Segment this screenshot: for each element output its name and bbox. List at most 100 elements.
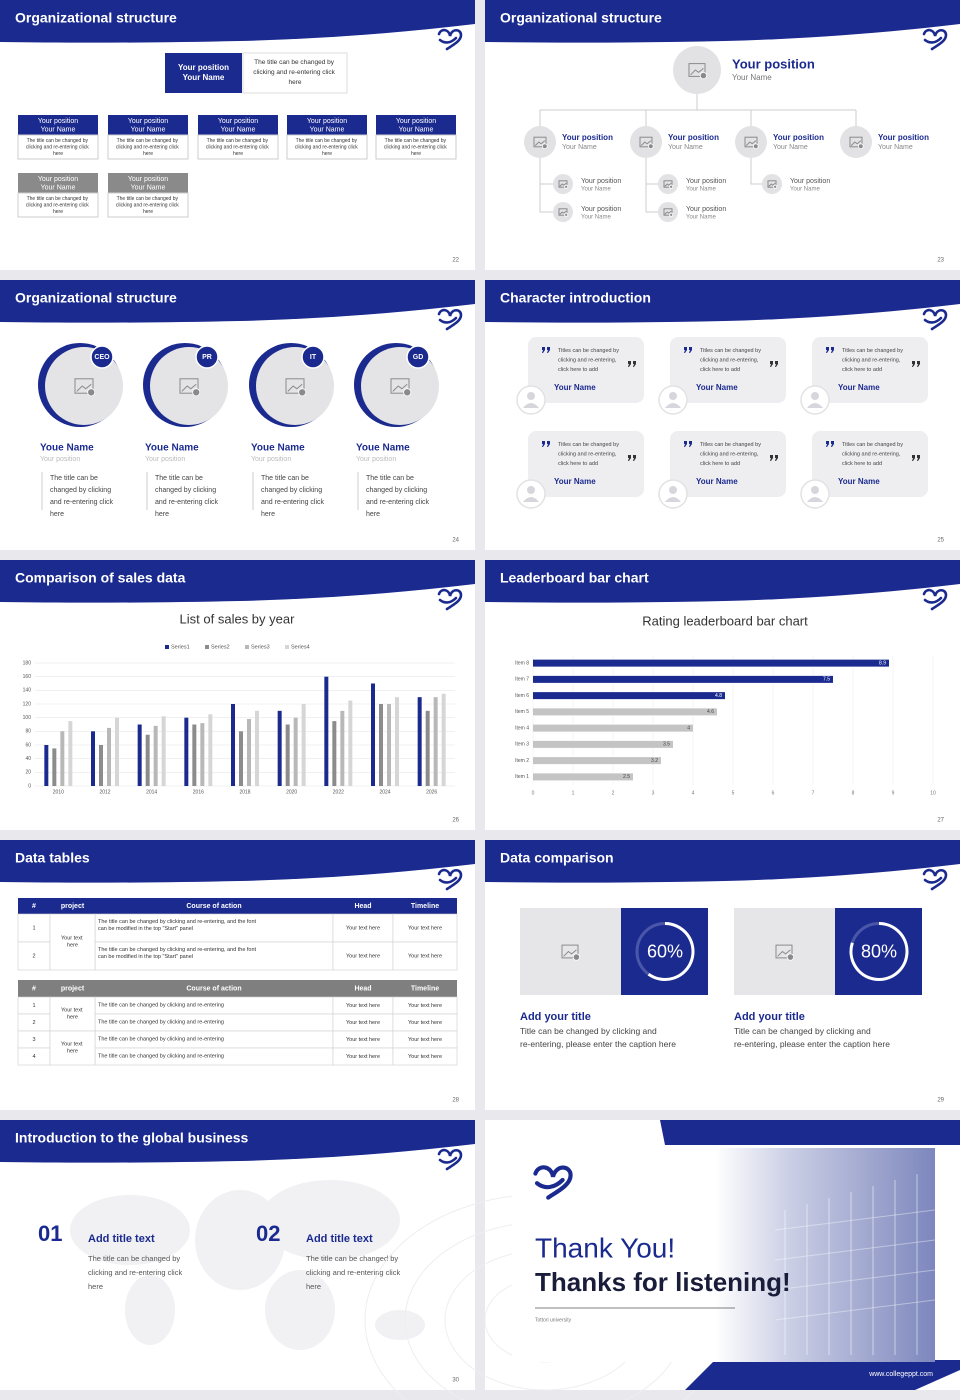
image-icon — [775, 944, 793, 959]
image-icon — [179, 378, 199, 394]
image-icon — [688, 63, 706, 77]
header-band — [0, 560, 475, 603]
text-line: clicking and re-entering click — [384, 145, 448, 151]
card — [670, 337, 786, 403]
y-tick-label: Item 1 — [515, 774, 529, 780]
connector — [539, 158, 553, 213]
bar — [533, 740, 673, 748]
bar — [301, 704, 306, 786]
y-tick-label: Item 4 — [515, 725, 529, 731]
slide-title: Data comparison — [500, 850, 614, 866]
y-tick-label: 40 — [25, 756, 31, 762]
text-line: clicking and re-entering, — [558, 452, 618, 458]
tag: IT — [310, 354, 317, 361]
avatar — [630, 126, 662, 158]
slide-title: Character introduction — [500, 290, 651, 306]
cell-text: Your text here — [408, 1037, 442, 1043]
bar — [255, 710, 259, 786]
text-line: The title can be changed by clicking and… — [98, 919, 258, 925]
bar — [239, 731, 243, 786]
bar — [332, 721, 337, 786]
name: Your Name — [878, 144, 913, 151]
position: Your position — [218, 118, 258, 125]
slide: Data comparison 29 60% Add your title Title … — [485, 840, 960, 1110]
logo — [437, 1148, 463, 1171]
text-line: re-entering, please enter the caption he… — [520, 1039, 676, 1049]
tag: CEO — [94, 354, 110, 361]
slide-title: Comparison of sales data — [15, 570, 186, 586]
text-line: The title can be changed by — [27, 138, 90, 144]
x-tick-label: 1 — [572, 790, 575, 796]
data-label: 3.5 — [663, 742, 670, 748]
quote-mark — [826, 441, 834, 447]
data-label: 8.9 — [879, 660, 886, 666]
member-position: Your position — [251, 456, 291, 463]
image-icon — [558, 180, 568, 188]
card-text: Titles can be changed by clicking and re… — [842, 442, 904, 467]
image-icon — [669, 212, 674, 217]
bar — [348, 700, 353, 786]
image-icon — [690, 68, 704, 76]
y-tick-label: Item 2 — [515, 758, 529, 764]
image-icon — [752, 143, 759, 150]
x-tick-label: 2016 — [193, 789, 204, 795]
quote-mark — [912, 455, 920, 461]
tag-badge — [406, 345, 430, 369]
image-icon — [563, 949, 577, 957]
avatar-body — [523, 403, 539, 408]
bar — [533, 757, 661, 765]
x-tick-label: 2024 — [379, 789, 390, 795]
note: The title can be changed by clicking and… — [26, 196, 90, 215]
cell-text: Your text here — [408, 1003, 442, 1009]
data-label: 3.2 — [651, 758, 658, 764]
page-number: 25 — [937, 538, 944, 544]
x-tick-label: 2014 — [146, 789, 157, 795]
text-line: here — [233, 151, 243, 157]
member-name: Youe Name — [356, 443, 410, 454]
avatar-head — [669, 392, 677, 400]
header-band — [485, 0, 960, 43]
table-cell — [49, 996, 96, 1032]
slide-background — [485, 280, 960, 550]
text-line: The title can be changed by clicking and… — [98, 1003, 224, 1009]
column-header: Timeline — [411, 985, 439, 992]
cell-text: Your text here — [346, 1054, 380, 1060]
position-box — [198, 115, 278, 135]
subtitle: Thanks for listening! — [535, 1267, 791, 1297]
text-line: clicking and re-entering, — [700, 358, 760, 364]
card — [528, 337, 644, 403]
cell-text: Your text here — [408, 1020, 442, 1026]
card-name: Your Name — [838, 477, 880, 486]
position: Your position — [878, 133, 929, 142]
text-line: and re-entering click — [155, 499, 220, 506]
legend-label: Series3 — [251, 644, 270, 650]
tag: GD — [413, 354, 424, 361]
table-cell — [392, 1047, 458, 1066]
position-box — [108, 115, 188, 135]
position: Your position — [581, 178, 621, 185]
name: Your Name — [686, 215, 716, 221]
image-icon — [744, 136, 758, 148]
slide: Introduction to the global business 30 01 A… — [0, 1120, 475, 1390]
name: Your Name — [41, 184, 76, 191]
position-box — [376, 115, 456, 135]
page-number: 22 — [452, 258, 459, 264]
position: Your position — [581, 206, 621, 213]
column-header: # — [32, 903, 36, 910]
cell-text: Your text here — [346, 1037, 380, 1043]
text-line: The title can be — [155, 475, 205, 482]
image-icon — [561, 944, 579, 959]
header-band — [485, 840, 960, 883]
cell-text: The title can be changed by clicking and… — [98, 1054, 224, 1060]
item-text: The title can be changed by clicking and… — [88, 1254, 184, 1291]
building-line — [774, 1239, 936, 1261]
text-line: Titles can be changed by — [558, 442, 620, 448]
card-text: Titles can be changed by clicking and re… — [558, 348, 620, 373]
tag-badge — [195, 345, 219, 369]
slide: Data tables 28 # project Course of action Hea… — [0, 840, 475, 1110]
cell-text: Your text here — [346, 1003, 380, 1009]
slide-title: Organizational structure — [15, 10, 177, 26]
bar — [285, 724, 290, 786]
